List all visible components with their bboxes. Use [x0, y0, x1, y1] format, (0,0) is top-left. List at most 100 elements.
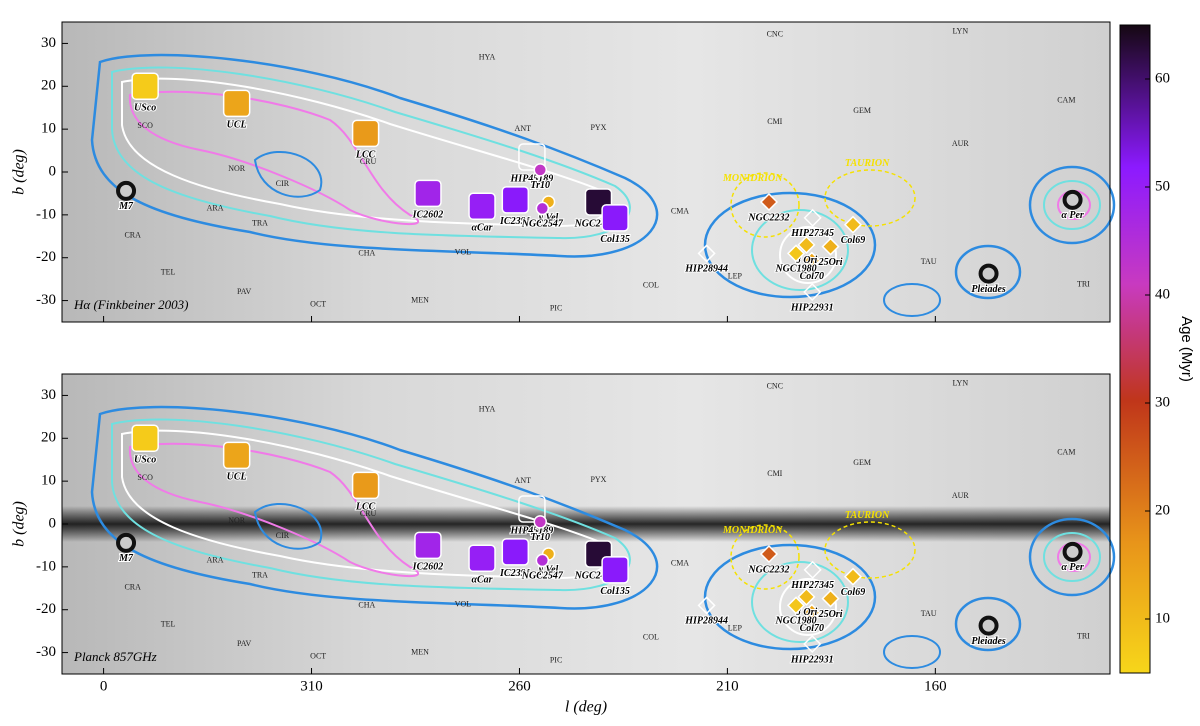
constellation-label: NOR [228, 516, 246, 525]
constellation-label: COL [643, 632, 659, 641]
y-tick-label: -30 [36, 292, 56, 308]
y-tick-label: -20 [36, 601, 56, 617]
colorbar-tick-label: 40 [1155, 286, 1170, 302]
constellation-label: AUR [952, 491, 970, 500]
y-tick-label: -30 [36, 644, 56, 660]
constellation-label: SCO [137, 121, 153, 130]
y-tick-label: 10 [41, 121, 56, 137]
group-label: UCL [227, 120, 247, 131]
y-axis-label: b (deg) [11, 149, 28, 195]
group-marker [797, 235, 816, 254]
x-tick-label: 210 [716, 678, 739, 694]
constellation-label: ARA [207, 204, 224, 213]
group-label: Col70 [800, 623, 824, 634]
constellation-label: CAM [1057, 95, 1075, 104]
constellation-label: CRA [124, 231, 141, 240]
constellation-label: VOL [455, 599, 472, 608]
colorbar-tick-label: 10 [1155, 610, 1170, 626]
group-marker [821, 589, 840, 608]
constellation-label: CMA [671, 207, 689, 216]
x-tick-label: 0 [100, 678, 108, 694]
constellation-label: LEP [728, 271, 743, 280]
y-tick-label: -10 [36, 206, 56, 222]
group-label: LCC [355, 502, 376, 513]
group-marker [468, 544, 496, 573]
constellation-label: CRU [360, 509, 377, 518]
galactic-band [62, 374, 1110, 674]
constellation-label: OCT [310, 652, 326, 661]
constellation-label: TAU [921, 257, 937, 266]
sky-background [62, 22, 1110, 322]
group-label: Col69 [841, 587, 865, 598]
group-marker [697, 244, 716, 263]
group-marker [759, 192, 779, 212]
group-marker [821, 237, 840, 256]
group-marker [978, 615, 999, 636]
group-label: IC2602 [412, 210, 444, 221]
group-label: IC2391 [499, 216, 531, 227]
group-label: Tr10 [530, 532, 550, 543]
constellation-label: MEN [411, 295, 429, 304]
group-marker [533, 163, 548, 177]
constellation-label: TEL [161, 620, 176, 629]
constellation-label: CIR [276, 179, 290, 188]
group-marker [786, 596, 806, 615]
constellation-label: GEM [853, 458, 871, 467]
group-label: HIP22931 [790, 654, 834, 665]
colorbar [1119, 24, 1151, 674]
constellation-label: OCT [310, 300, 326, 309]
constellation-label: HYA [479, 404, 496, 413]
group-label: αCar [471, 223, 492, 234]
group-marker [802, 603, 821, 622]
y-tick-label: 30 [41, 35, 56, 51]
colorbar-tick-label: 50 [1155, 178, 1170, 194]
group-label: NGC1980 [774, 264, 816, 275]
group-label: HIP28944 [684, 264, 728, 275]
panel: HYA ANT PYX CMI GEM AUR CAM CNC LYN CMA TAU COL PIC M… [11, 373, 1116, 694]
constellation-label: MEN [411, 647, 429, 656]
constellation-label: CNC [767, 382, 783, 391]
constellation-label: CRA [124, 583, 141, 592]
group-marker [1062, 541, 1083, 562]
group-label: NGC2547 [521, 571, 564, 582]
constellation-label: PIC [550, 656, 562, 665]
group-marker [501, 186, 530, 214]
constellation-label: ARA [207, 556, 224, 565]
y-tick-label: -20 [36, 249, 56, 265]
group-marker [116, 532, 137, 553]
group-label: HIP28944 [684, 616, 728, 627]
group-label: 25Ori [818, 609, 843, 620]
group-label: α Per [1061, 562, 1084, 573]
constellation-label: LEP [728, 623, 743, 632]
colorbar-tick-label: 60 [1155, 70, 1170, 86]
constellation-label: TAU [921, 609, 937, 618]
region-label: TAURION [845, 510, 890, 521]
group-label: HIP22931 [790, 302, 834, 313]
group-marker [131, 72, 159, 101]
constellation-label: SCO [137, 473, 153, 482]
group-marker [601, 204, 629, 232]
constellation-label: TRI [1077, 632, 1090, 641]
y-tick-label: 0 [49, 163, 57, 179]
constellation-label: ANT [515, 476, 532, 485]
y-axis-label: b (deg) [11, 501, 28, 547]
group-label: 25Ori [818, 257, 843, 268]
group-label: Pleiades [971, 636, 1006, 647]
y-tick-label: 20 [41, 430, 56, 446]
constellation-label: COL [643, 280, 659, 289]
group-marker [802, 251, 821, 270]
group-marker [978, 263, 999, 284]
group-marker [468, 192, 496, 221]
constellation-label: PAV [237, 287, 251, 296]
group-marker [843, 215, 863, 234]
constellation-label: CHA [358, 248, 375, 257]
group-marker [759, 544, 779, 564]
group-marker [222, 89, 251, 118]
group-label: HIP27345 [790, 228, 834, 239]
y-tick-label: 30 [41, 387, 56, 403]
constellation-label: TEL [161, 268, 176, 277]
group-marker [803, 634, 822, 654]
group-marker [535, 201, 550, 216]
group-marker [518, 495, 546, 523]
constellation-label: AUR [952, 139, 970, 148]
